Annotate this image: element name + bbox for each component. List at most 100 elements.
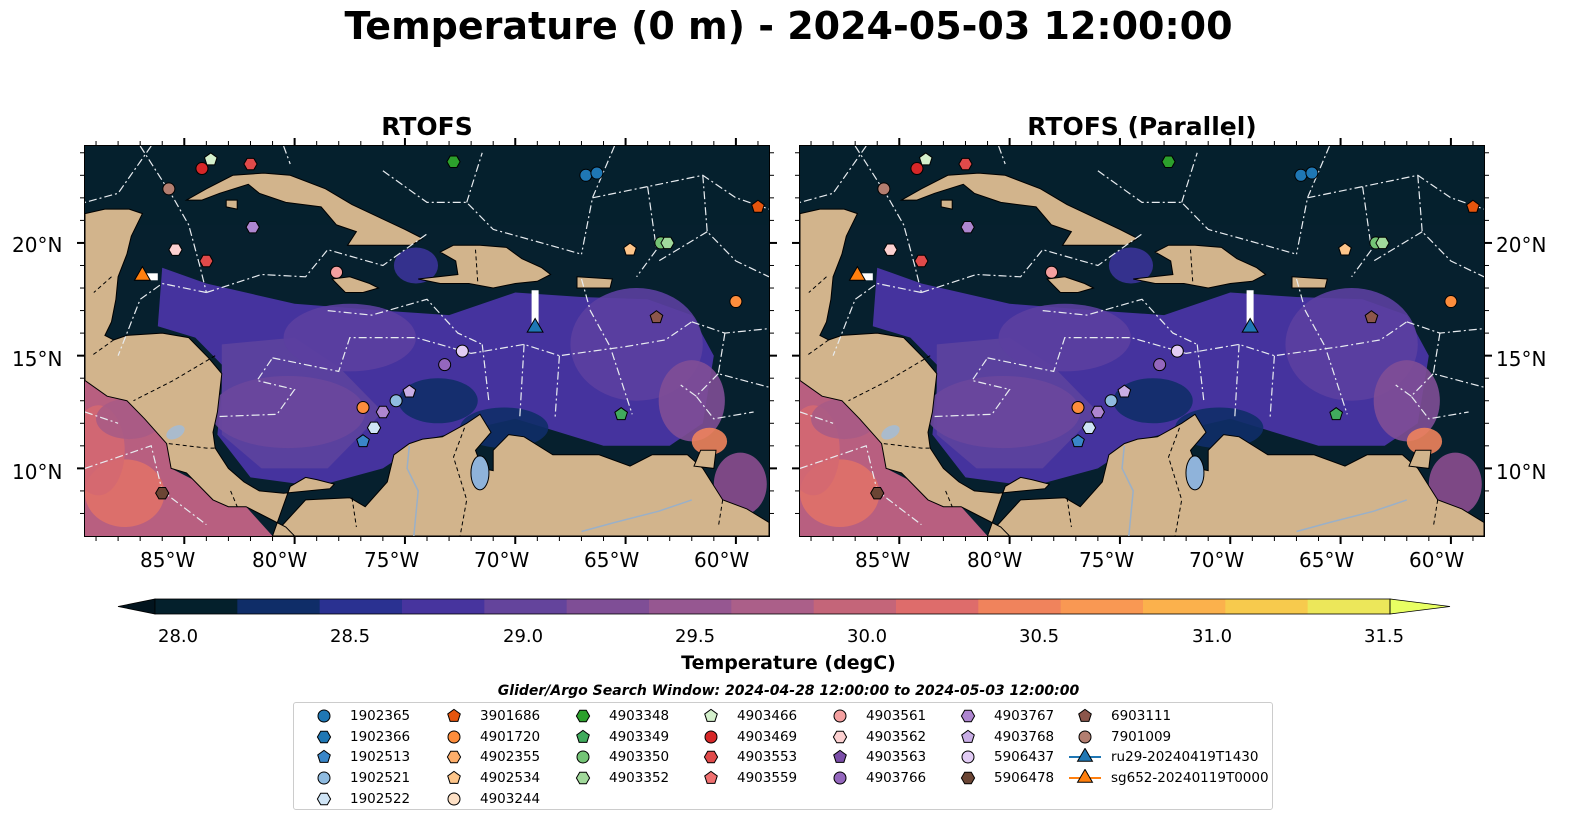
- argo-float-marker: [1161, 155, 1176, 168]
- eez-boundary: [695, 373, 754, 420]
- legend-marker-icon: [832, 730, 848, 743]
- argo-float-marker: [356, 401, 370, 415]
- lat-tick-label: 20°N: [12, 233, 63, 257]
- country-border: [351, 497, 357, 528]
- country-border: [1066, 497, 1072, 528]
- argo-float-marker: [438, 358, 452, 372]
- colorbar-segment: [319, 599, 403, 614]
- argo-float-marker: [375, 405, 391, 419]
- argo-float-marker: [1081, 421, 1097, 435]
- argo-float-marker: [1104, 394, 1118, 408]
- argo-float-marker: [623, 242, 637, 256]
- eez-boundary: [85, 445, 207, 526]
- country-border: [883, 443, 931, 449]
- legend-marker: [704, 708, 718, 722]
- map-axis-ticks: [77, 138, 1492, 544]
- legend-marker-icon: [317, 750, 331, 764]
- country-border: [806, 339, 829, 357]
- temperature-eddy: [1428, 452, 1482, 516]
- colorbar-tick-label: 28.5: [330, 626, 371, 647]
- lon-tick-label: 65°W: [584, 548, 640, 572]
- country-border: [452, 427, 468, 536]
- colorbar-extend-high: [1389, 598, 1451, 615]
- country-border: [230, 490, 238, 507]
- argo-float-marker: [1305, 166, 1319, 180]
- country-border: [848, 355, 931, 402]
- eez-boundary: [1295, 146, 1331, 255]
- legend-label: 6903111: [1111, 708, 1172, 724]
- glider-marker: [133, 265, 152, 281]
- legend-marker: [447, 792, 461, 806]
- legend-marker-icon: [1069, 769, 1101, 783]
- legend-marker: [960, 709, 976, 723]
- landmass: [986, 413, 1484, 536]
- eez-boundary: [519, 344, 525, 419]
- eez-boundary: [1351, 186, 1373, 278]
- argo-float-marker: [1364, 310, 1379, 324]
- glider-marker: [848, 265, 867, 281]
- argo-float-marker: [1466, 199, 1480, 213]
- eez-boundary: [382, 170, 582, 255]
- legend-marker: [833, 771, 847, 785]
- country-border: [133, 355, 216, 402]
- argo-float-marker: [1045, 265, 1059, 279]
- argo-float-marker: [1444, 295, 1458, 309]
- legend-label: 4903562: [866, 728, 927, 745]
- colorbar-tick-label: 31.0: [1192, 626, 1233, 647]
- legend-marker: [316, 730, 332, 743]
- country-border: [945, 490, 953, 507]
- lon-tick-label: 70°W: [1189, 548, 1245, 572]
- country-border: [808, 276, 827, 293]
- temperature-eddy: [1406, 427, 1443, 455]
- landmass: [576, 276, 613, 289]
- landmass: [1408, 449, 1432, 469]
- temperature-eddy: [1108, 247, 1154, 284]
- legend-marker-icon: [1069, 748, 1101, 763]
- legend-marker: [446, 751, 462, 764]
- landmass: [418, 244, 552, 289]
- legend-label: 4903563: [866, 749, 927, 766]
- colorbar-segment: [155, 599, 238, 614]
- eez-boundary: [219, 357, 296, 418]
- eez-boundary: [658, 231, 708, 262]
- legend-marker-icon: [447, 730, 461, 744]
- argo-float-marker: [729, 295, 743, 309]
- legend-marker-icon: [317, 771, 331, 785]
- argo-float-marker: [366, 421, 382, 435]
- legend-label: 3901686: [480, 708, 541, 724]
- lon-tick-label: 75°W: [364, 548, 420, 572]
- eez-boundary: [636, 186, 658, 278]
- legend-marker-icon: [1078, 708, 1092, 722]
- legend-marker-icon: [703, 751, 719, 764]
- legend-label: 4903348: [609, 708, 670, 724]
- argo-float-marker: [155, 486, 170, 500]
- argo-float-marker: [203, 152, 218, 166]
- legend-marker-icon: [961, 729, 975, 743]
- river: [581, 499, 693, 533]
- legend-label: 1902522: [350, 790, 411, 807]
- legend-marker-icon: [704, 730, 718, 744]
- legend-marker-icon: [961, 750, 975, 764]
- eez-boundary: [580, 146, 616, 255]
- argo-float-marker: [877, 182, 891, 196]
- argo-float-marker: [1071, 434, 1085, 448]
- legend-marker: [317, 771, 331, 785]
- legend-label: 4902355: [480, 749, 541, 766]
- temperature-map-rtofs: [85, 146, 769, 536]
- lat-tick-label: 15°N: [1496, 347, 1547, 371]
- colorbar-tick-label: 28.0: [158, 626, 199, 647]
- lon-tick-label: 60°W: [1409, 548, 1465, 572]
- landmass: [271, 413, 769, 536]
- landmass: [1133, 244, 1267, 289]
- legend-label: 5906478: [994, 770, 1055, 787]
- legend-label: 4903466: [737, 708, 798, 724]
- colorbar-tick-label: 30.0: [847, 626, 888, 647]
- temperature-eddy: [398, 378, 478, 424]
- legend-marker: [704, 770, 718, 784]
- argo-float-marker: [245, 220, 260, 234]
- argo-float-marker: [649, 310, 664, 324]
- legend-label: sg652-20240119T0000: [1111, 770, 1269, 787]
- argo-float-marker: [910, 162, 924, 176]
- legend-label: 4903469: [737, 728, 798, 745]
- country-border: [1167, 427, 1183, 536]
